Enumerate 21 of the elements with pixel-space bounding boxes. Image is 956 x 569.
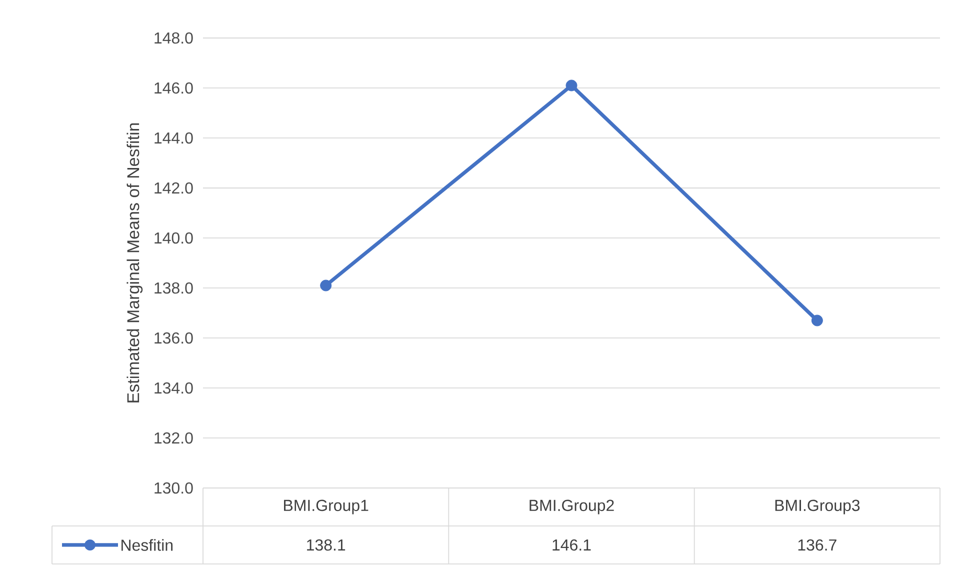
y-tick-label: 134.0 (154, 382, 193, 394)
x-tick-label: BMI.Group1 (284, 500, 368, 514)
y-tick-label: 146.0 (154, 82, 193, 94)
data-label: 146.1 (552, 539, 591, 551)
y-tick-label: 138.0 (154, 282, 193, 294)
data-label: 136.7 (798, 539, 836, 551)
x-tick-label: BMI.Group3 (775, 500, 860, 514)
point (811, 314, 823, 326)
y-tick-label: 144.0 (154, 132, 193, 144)
point (566, 80, 578, 92)
y-tick-label: 140.0 (154, 232, 193, 244)
y-tick-label: 130.0 (154, 482, 193, 494)
legend-label: Nesfitin (122, 539, 173, 551)
y-tick-label: 142.0 (154, 182, 193, 194)
y-tick-label: 132.0 (154, 432, 193, 444)
x-tick-label: BMI.Group2 (530, 500, 614, 514)
y-tick-label: 136.0 (154, 332, 193, 344)
y-tick-label: 148.0 (154, 32, 193, 44)
point (320, 280, 332, 292)
data-label: 138.1 (307, 539, 346, 551)
y-axis-title: Estimated Marginal Means of Nesfitin (126, 123, 143, 402)
